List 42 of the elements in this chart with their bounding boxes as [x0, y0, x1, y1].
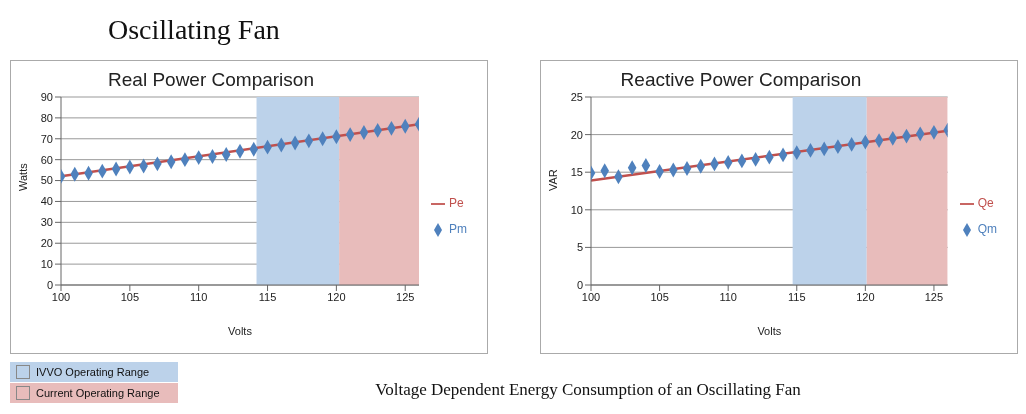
- x-axis-title: Volts: [757, 325, 782, 337]
- y-tick-label: 30: [40, 216, 53, 229]
- x-tick-label: 100: [581, 290, 601, 303]
- legend-label: IVVO Operating Range: [36, 366, 150, 378]
- chart-title: Reactive Power Comparison: [619, 69, 863, 91]
- legend-label: Qe: [977, 196, 994, 210]
- y-tick-label: 20: [40, 237, 53, 250]
- x-tick-label: 115: [258, 290, 277, 303]
- x-tick-label: 120: [327, 290, 346, 303]
- x-tick-label: 120: [856, 290, 875, 303]
- x-tick-label: 125: [396, 290, 415, 303]
- x-tick-label: 110: [719, 290, 737, 303]
- y-tick-label: 10: [40, 258, 53, 271]
- y-tick-label: 90: [40, 90, 53, 103]
- text: Oscillating Fan: [108, 14, 280, 46]
- x-tick-label: 105: [650, 290, 669, 303]
- x-tick-label: 115: [787, 290, 806, 303]
- y-tick-label: 0: [576, 278, 583, 291]
- y-tick-label: 80: [40, 111, 53, 124]
- y-tick-label: 5: [576, 241, 583, 254]
- text: Voltage Dependent Energy Consumption of an Oscillating Fan: [374, 380, 802, 400]
- y-tick-label: 0: [46, 278, 53, 291]
- x-axis-title: Volts: [228, 325, 253, 337]
- y-axis-title: VAR: [546, 169, 559, 191]
- y-tick-label: 20: [570, 128, 583, 141]
- x-tick-label: 125: [924, 290, 944, 303]
- legend-label: Pm: [449, 222, 467, 236]
- x-tick-label: 110: [189, 290, 208, 303]
- chart-title: Real Power Comparison: [107, 69, 315, 91]
- x-tick-label: 105: [120, 290, 140, 303]
- y-tick-label: 50: [40, 174, 53, 187]
- y-tick-label: 70: [40, 132, 53, 145]
- y-tick-label: 25: [570, 90, 583, 103]
- y-tick-label: 15: [570, 166, 583, 179]
- y-tick-label: 10: [570, 203, 583, 216]
- y-axis-title: Watts: [16, 162, 29, 191]
- legend-label: Qm: [977, 222, 997, 236]
- x-tick-label: 100: [51, 290, 71, 303]
- y-tick-label: 40: [40, 195, 53, 208]
- y-tick-label: 60: [40, 153, 53, 166]
- legend-label: Current Operating Range: [36, 387, 160, 399]
- legend-label: Pe: [449, 196, 464, 210]
